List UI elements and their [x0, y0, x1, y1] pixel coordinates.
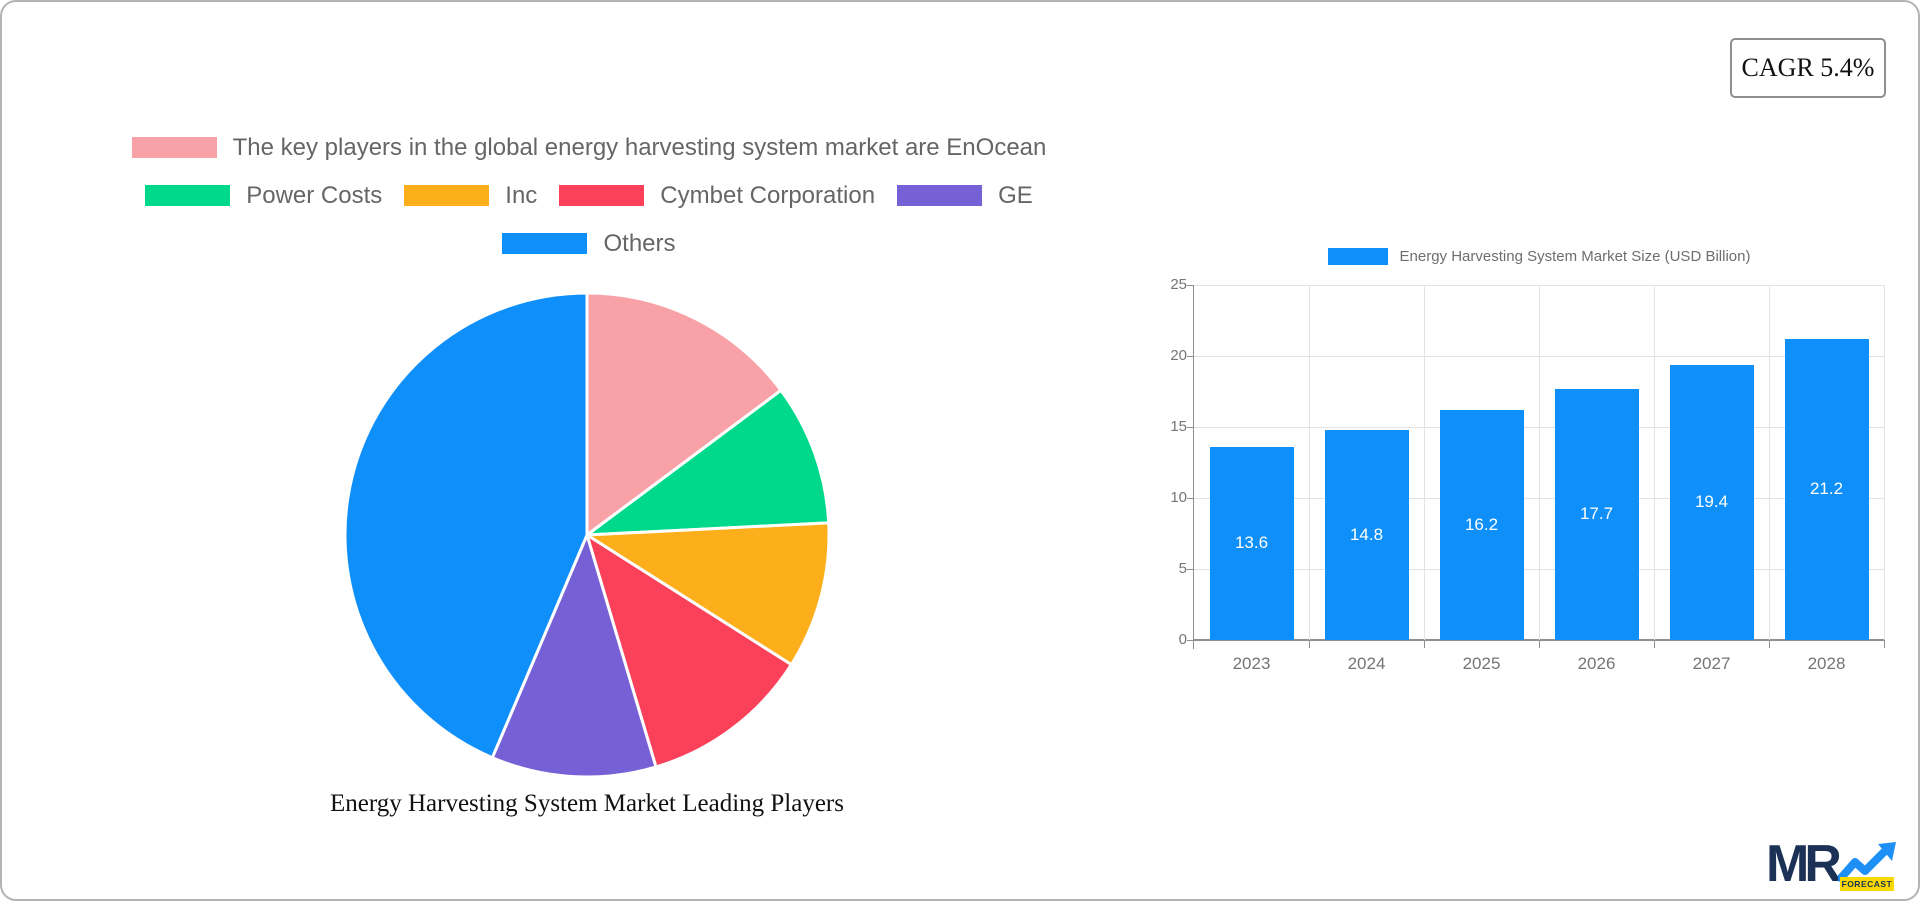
bar-value-label: 19.4 [1694, 492, 1729, 512]
y-tick-mark [1187, 640, 1194, 641]
pie-legend-swatch [897, 185, 983, 206]
logo-forecast-text: FORECAST [1839, 877, 1894, 891]
logo-mr-text: MR [1766, 835, 1842, 893]
pie-legend-row-3: Others [59, 229, 1119, 258]
cagr-label: CAGR 5.4% [1741, 53, 1875, 82]
bar-2024 [1324, 429, 1409, 640]
pie-legend-swatch [404, 185, 490, 206]
pie-legend-item: Inc [404, 181, 537, 210]
x-tick-label: 2025 [1462, 654, 1501, 673]
y-tick-label: 20 [1170, 347, 1187, 364]
gridline-x-3 [1539, 285, 1540, 640]
pie-legend-item-label: Others [603, 230, 676, 257]
pie-legend-swatch [145, 185, 231, 206]
bar-2027 [1669, 364, 1754, 640]
pie-legend-swatch [131, 137, 217, 158]
gridline-x-1 [1309, 285, 1310, 640]
x-tick-label: 2027 [1692, 654, 1731, 673]
x-tick-label: 2026 [1577, 654, 1616, 673]
cagr-badge: CAGR 5.4% [1730, 38, 1886, 98]
x-tick-mark [1539, 640, 1540, 648]
bar-chart: Energy Harvesting System Market Size (US… [1149, 242, 1914, 697]
y-tick-label: 5 [1178, 560, 1187, 577]
logo-arrow-group: FORECAST [1837, 840, 1896, 892]
trend-arrow-icon [1837, 842, 1896, 882]
bar-value-label: 13.6 [1234, 533, 1269, 553]
y-tick-mark [1187, 285, 1194, 286]
bar-legend-swatch [1327, 248, 1388, 265]
y-tick-label: 0 [1178, 631, 1187, 648]
pie-legend-item: The key players in the global energy har… [131, 133, 1047, 162]
x-tick-mark [1769, 640, 1770, 648]
pie-legend: The key players in the global energy har… [59, 133, 1119, 258]
pie-slice-3 [585, 533, 793, 769]
x-tick-label: 2028 [1807, 654, 1846, 673]
pie-legend-item-label: Inc [505, 182, 538, 209]
pie-legend-swatch [502, 233, 588, 254]
pie-legend-item-label: Power Costs [246, 182, 383, 209]
pie-legend-item: Cymbet Corporation [559, 181, 875, 210]
mr-forecast-logo: MR FORECAST [1766, 835, 1896, 893]
gridline-x-6 [1884, 285, 1885, 640]
pie-legend-item-label: Cymbet Corporation [660, 182, 876, 209]
y-tick-label: 15 [1170, 418, 1187, 435]
y-tick-mark [1187, 356, 1194, 357]
bar-2023 [1209, 446, 1294, 640]
gridline-x-2 [1424, 285, 1425, 640]
bar-2025 [1439, 409, 1524, 640]
bar-2028 [1784, 338, 1869, 640]
pie-slice-2 [585, 521, 831, 667]
pie-slice-5 [343, 291, 589, 760]
x-tick-label: 2023 [1232, 654, 1271, 673]
y-tick-mark [1187, 498, 1194, 499]
bar-value-label: 16.2 [1464, 514, 1499, 534]
pie-slice-4 [490, 533, 658, 779]
x-tick-mark [1309, 640, 1310, 648]
x-tick-mark [1884, 640, 1885, 648]
bar-value-label: 14.8 [1349, 524, 1384, 544]
bar-value-label: 17.7 [1579, 504, 1614, 524]
pie-legend-row-1: The key players in the global energy har… [59, 133, 1119, 162]
pie-chart-title: Energy Harvesting System Market Leading … [329, 790, 844, 817]
y-tick-label: 25 [1170, 276, 1187, 293]
pie-slice-0 [585, 291, 783, 537]
pie-slice-1 [585, 388, 831, 537]
y-tick-label: 10 [1170, 489, 1187, 506]
pie-chart [343, 291, 831, 779]
pie-legend-item: Power Costs [145, 181, 382, 210]
x-tick-label: 2024 [1347, 654, 1386, 673]
bar-legend-label: Energy Harvesting System Market Size (US… [1399, 248, 1751, 265]
pie-legend-item: Others [502, 229, 676, 258]
pie-legend-item-label: The key players in the global energy har… [232, 134, 1047, 161]
bar-chart-legend: Energy Harvesting System Market Size (US… [1194, 248, 1884, 265]
gridline-x-4 [1654, 285, 1655, 640]
gridline-x-5 [1769, 285, 1770, 640]
bar-2026 [1554, 388, 1639, 640]
y-axis-line [1193, 285, 1194, 649]
pie-legend-row-2: Power Costs Inc Cymbet Corporation GE [59, 181, 1119, 210]
pie-legend-item: GE [897, 181, 1033, 210]
x-tick-mark [1424, 640, 1425, 648]
pie-legend-item-label: GE [998, 182, 1033, 209]
y-tick-mark [1187, 569, 1194, 570]
x-tick-mark [1654, 640, 1655, 648]
bar-value-label: 21.2 [1809, 479, 1844, 499]
y-tick-mark [1187, 427, 1194, 428]
pie-legend-swatch [559, 185, 645, 206]
